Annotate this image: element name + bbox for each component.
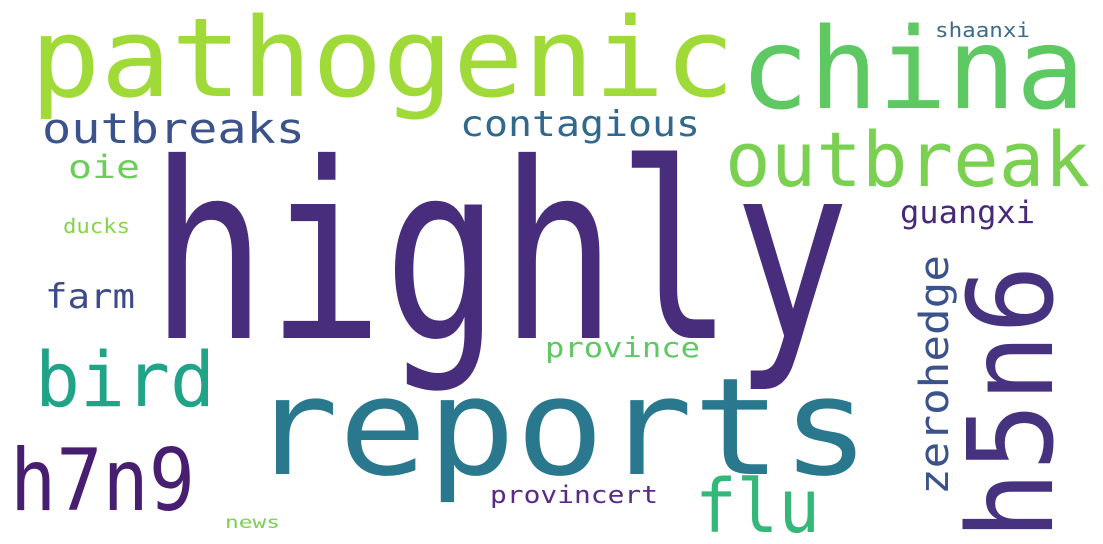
word: news [225, 513, 280, 533]
word: outbreaks [42, 104, 305, 153]
word: bird [35, 335, 215, 424]
word: contagious [460, 104, 700, 145]
word: h7n9 [10, 431, 195, 531]
word: shaanxi [935, 18, 1030, 42]
word: highly [150, 111, 850, 396]
word: provincert [490, 481, 658, 509]
word: oie [68, 148, 140, 186]
word: flu [695, 464, 820, 544]
word: china [740, 5, 1085, 135]
word: farm [45, 277, 135, 317]
word: ducks [63, 214, 130, 238]
word: province [545, 331, 700, 364]
word: h5n6 [942, 265, 1080, 540]
word: pathogenic [30, 0, 735, 122]
dot [908, 24, 916, 32]
word: reports [250, 349, 870, 506]
word: guangxi [900, 195, 1035, 231]
word: zerohedge [912, 255, 958, 495]
word: outbreak [725, 115, 1090, 204]
